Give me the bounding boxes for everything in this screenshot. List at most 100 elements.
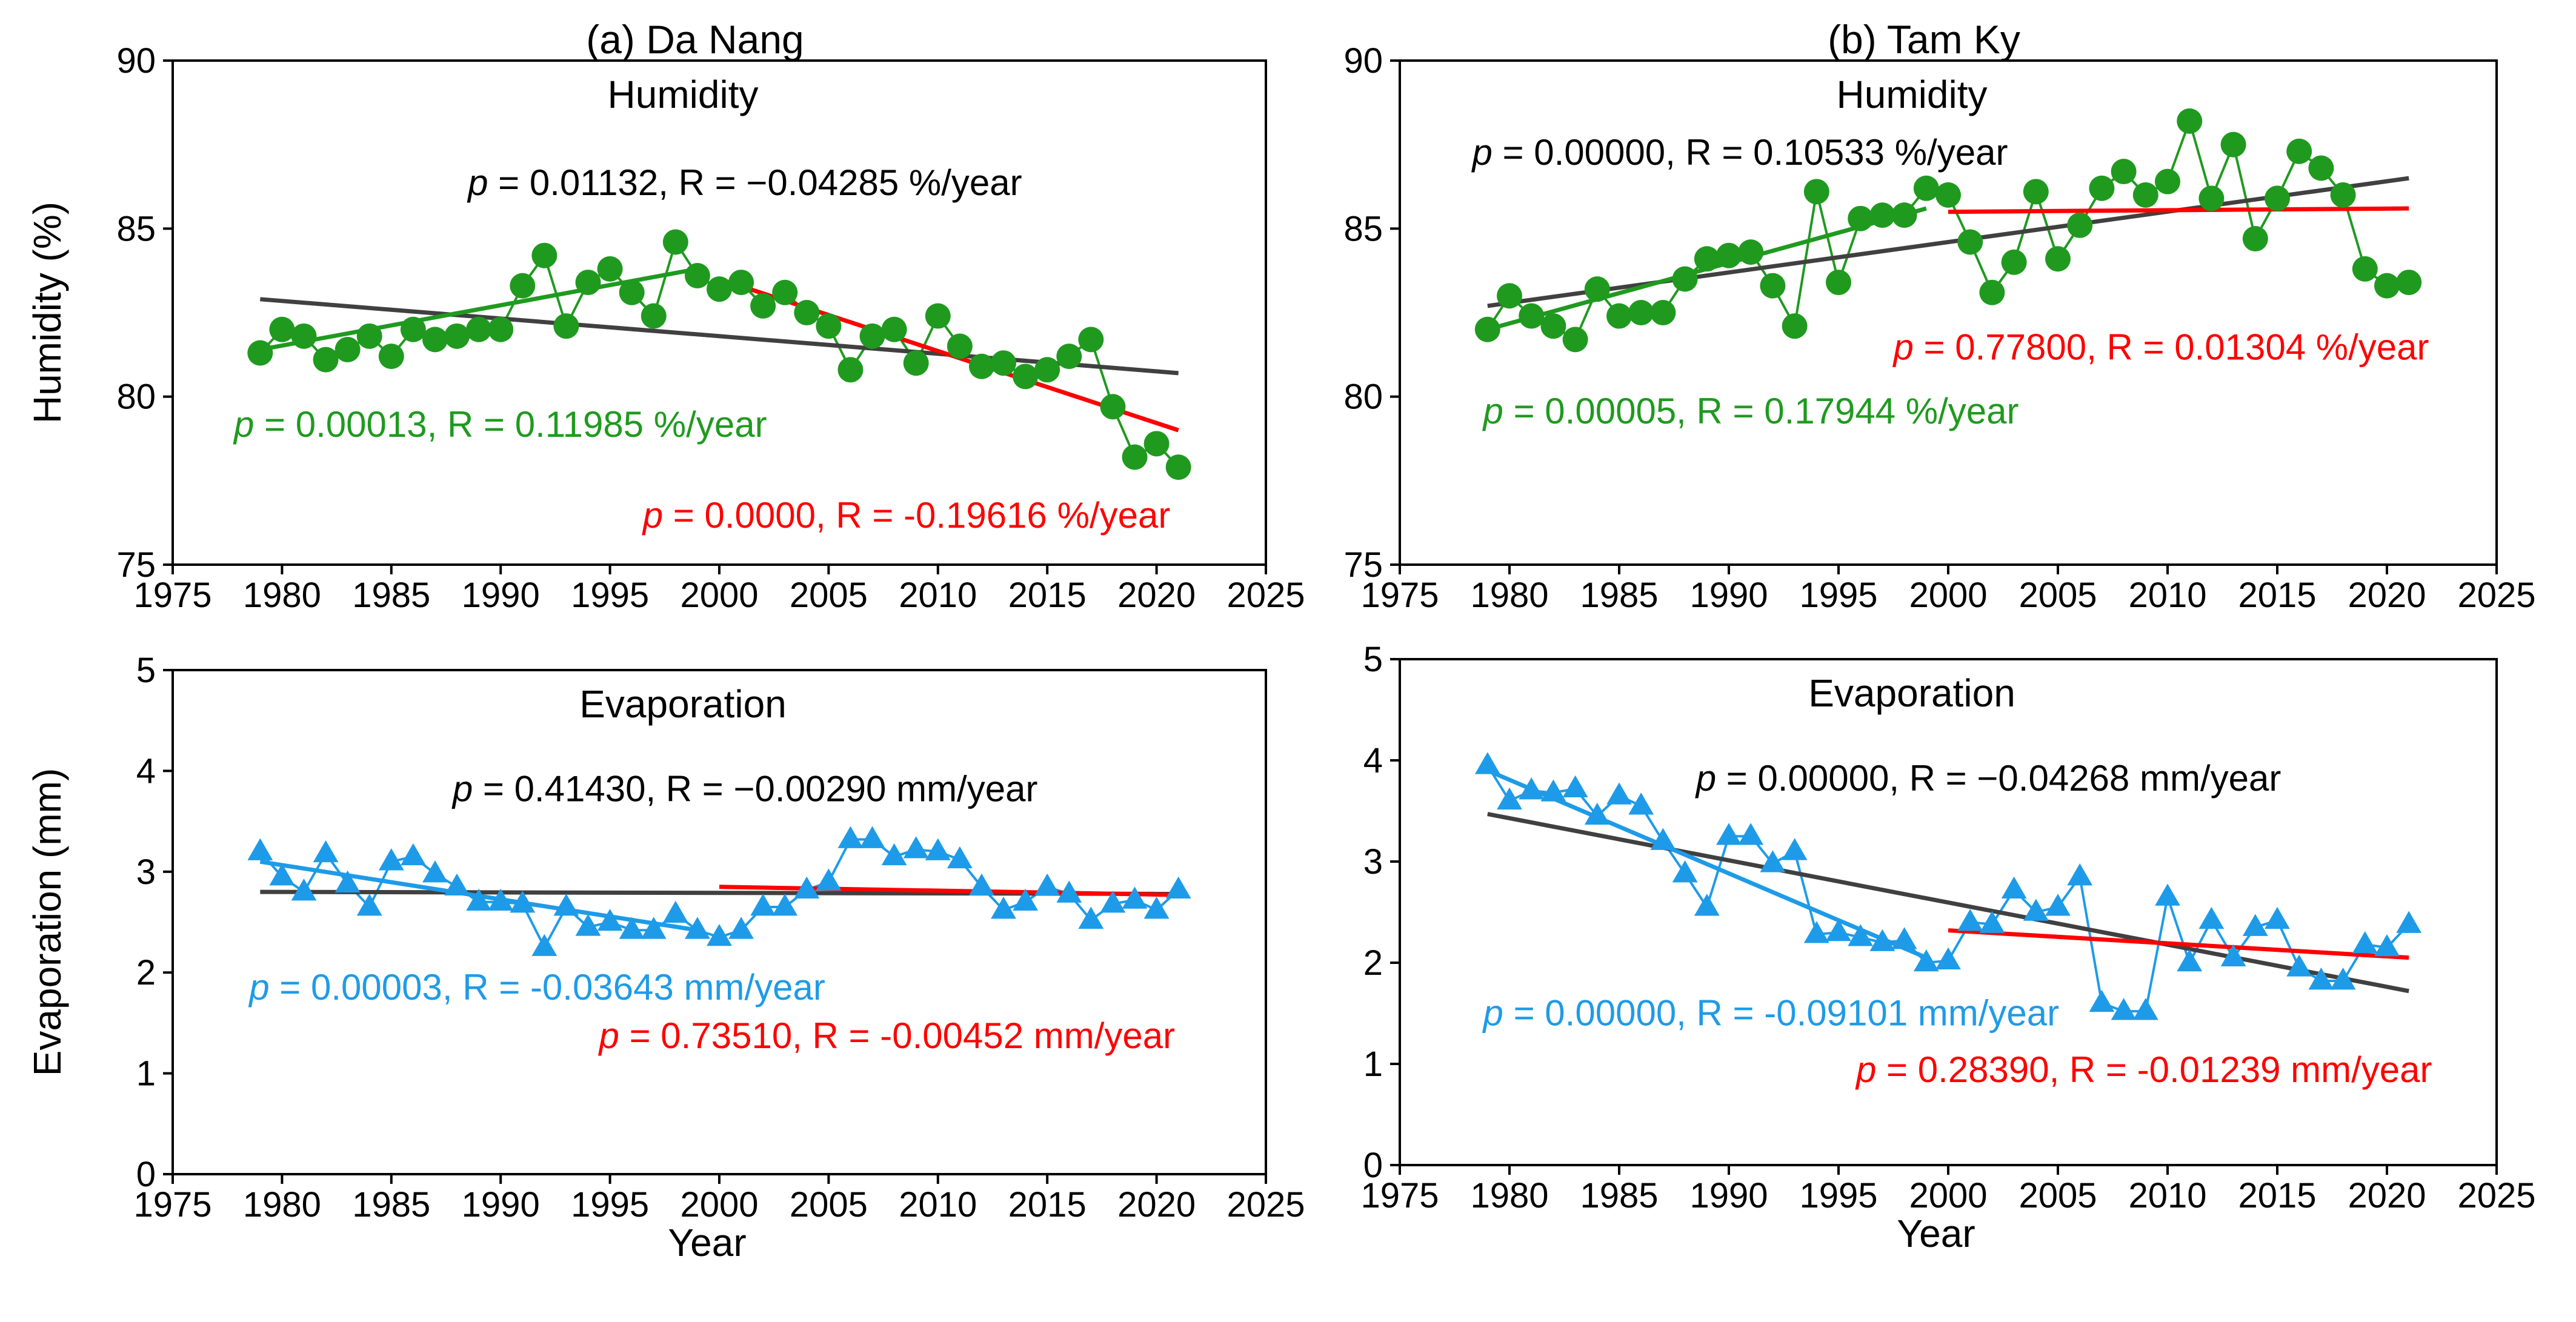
- annot-early: p = 0.00003, R = -0.03643 mm/year: [248, 967, 825, 1008]
- data-point: [269, 863, 295, 886]
- y-tick-label: 2: [1363, 943, 1383, 983]
- data-point: [2067, 212, 2093, 238]
- x-tick-label: 2010: [899, 576, 977, 615]
- y-tick-label: 80: [1343, 377, 1383, 417]
- data-point: [816, 313, 842, 339]
- data-point: [837, 357, 864, 383]
- y-tick-label: 3: [1363, 842, 1383, 882]
- data-point: [1650, 300, 1676, 325]
- data-point: [334, 337, 361, 363]
- x-tick-label: 2015: [1008, 576, 1087, 615]
- data-point: [1957, 909, 1983, 931]
- x-tick-label: 1985: [352, 1185, 430, 1224]
- data-point: [269, 316, 295, 342]
- x-tick-label: 2020: [1117, 576, 1196, 615]
- data-point: [1891, 927, 1917, 949]
- data-point: [1913, 949, 1939, 972]
- y-tick-label: 1: [136, 1054, 156, 1094]
- data-point: [1760, 850, 1786, 872]
- data-point: [2111, 998, 2137, 1020]
- y-tick-label: 5: [136, 651, 156, 690]
- data-point: [991, 897, 1016, 919]
- data-point: [1056, 880, 1082, 903]
- data-point: [2330, 182, 2356, 208]
- trend-2000-2021-line: [1948, 928, 2409, 960]
- data-point: [1848, 205, 1874, 231]
- data-point: [1848, 924, 1874, 946]
- data-point: [1913, 175, 1939, 201]
- data-point: [684, 262, 710, 288]
- data-point: [903, 836, 929, 859]
- data-point: [641, 917, 667, 939]
- data-point: [444, 873, 470, 896]
- data-point: [925, 303, 951, 329]
- data-point: [575, 914, 601, 936]
- data-point: [2374, 273, 2400, 299]
- data-point: [1562, 775, 1588, 798]
- annot-late: p = 0.0000, R = -0.19616 %/year: [642, 495, 1171, 536]
- data-point: [1935, 182, 1961, 208]
- data-point: [2198, 185, 2225, 211]
- data-point: [1013, 888, 1039, 911]
- panel-title: (a) Da Nang: [586, 17, 804, 62]
- data-point: [772, 279, 798, 305]
- x-tick-label: 1980: [1470, 1176, 1548, 1215]
- data-point: [1474, 316, 1500, 342]
- data-point: [488, 316, 514, 342]
- x-tick-label: 2025: [1226, 576, 1305, 615]
- y-tick-label: 85: [116, 209, 156, 248]
- x-tick-label: 1990: [1689, 576, 1768, 615]
- data-point: [1738, 823, 1764, 845]
- data-point: [575, 270, 601, 296]
- data-point: [728, 917, 754, 939]
- annot-early: p = 0.00013, R = 0.11985 %/year: [233, 404, 767, 445]
- x-tick-label: 2005: [2019, 576, 2097, 615]
- data-point: [291, 879, 317, 901]
- x-tick-label: 2010: [2128, 1176, 2206, 1215]
- y-tick-label: 4: [136, 751, 156, 791]
- annot-late-p: p: [598, 1015, 619, 1056]
- x-tick-label: 1985: [1580, 1176, 1658, 1215]
- data-point: [2396, 911, 2422, 933]
- annot-overall-stats: = 0.00000, R = −0.04268 mm/year: [1716, 758, 2281, 799]
- annot-early: p = 0.00005, R = 0.17944 %/year: [1482, 391, 2019, 431]
- annot-overall-p: p: [467, 162, 488, 203]
- data-point: [1497, 787, 1522, 810]
- data-point: [1826, 270, 1851, 296]
- data-point: [356, 323, 382, 349]
- data-point: [881, 843, 907, 866]
- data-point: [794, 300, 820, 325]
- x-tick-label: 2020: [2348, 1176, 2426, 1215]
- data-point: [2220, 131, 2246, 158]
- data-point: [1979, 911, 2005, 933]
- x-tick-label: 1985: [1580, 576, 1658, 615]
- data-point: [1628, 300, 1654, 325]
- data-point: [2023, 898, 2049, 921]
- y-tick-label: 5: [1363, 640, 1383, 679]
- data-point: [1716, 242, 1742, 268]
- x-tick-label: 2010: [899, 1185, 977, 1224]
- plot-frame: [171, 669, 1267, 1175]
- data-point: [707, 276, 732, 302]
- data-point: [1143, 431, 1170, 457]
- y-tick-label: 3: [136, 852, 156, 892]
- y-tick-label: 90: [1343, 41, 1383, 81]
- annot-overall-p: p: [1695, 758, 1716, 799]
- data-point: [1672, 860, 1698, 883]
- data-point: [1869, 929, 1895, 951]
- trend-2000-2021-line: [1948, 206, 2409, 214]
- data-point: [1979, 279, 2005, 305]
- data-point: [969, 873, 994, 896]
- data-point: [1760, 273, 1786, 299]
- data-point: [2352, 931, 2378, 954]
- data-point: [1474, 752, 1500, 774]
- x-tick-label: 2015: [1008, 1185, 1087, 1224]
- data-point: [2220, 944, 2246, 966]
- trend-overall-line: [1487, 812, 2409, 994]
- data-point: [662, 229, 688, 255]
- annot-overall-stats: = 0.41430, R = −0.00290 mm/year: [473, 768, 1037, 809]
- data-point: [1606, 303, 1632, 329]
- x-tick-label: 2015: [2238, 576, 2316, 615]
- x-tick-label: 1990: [462, 1185, 540, 1224]
